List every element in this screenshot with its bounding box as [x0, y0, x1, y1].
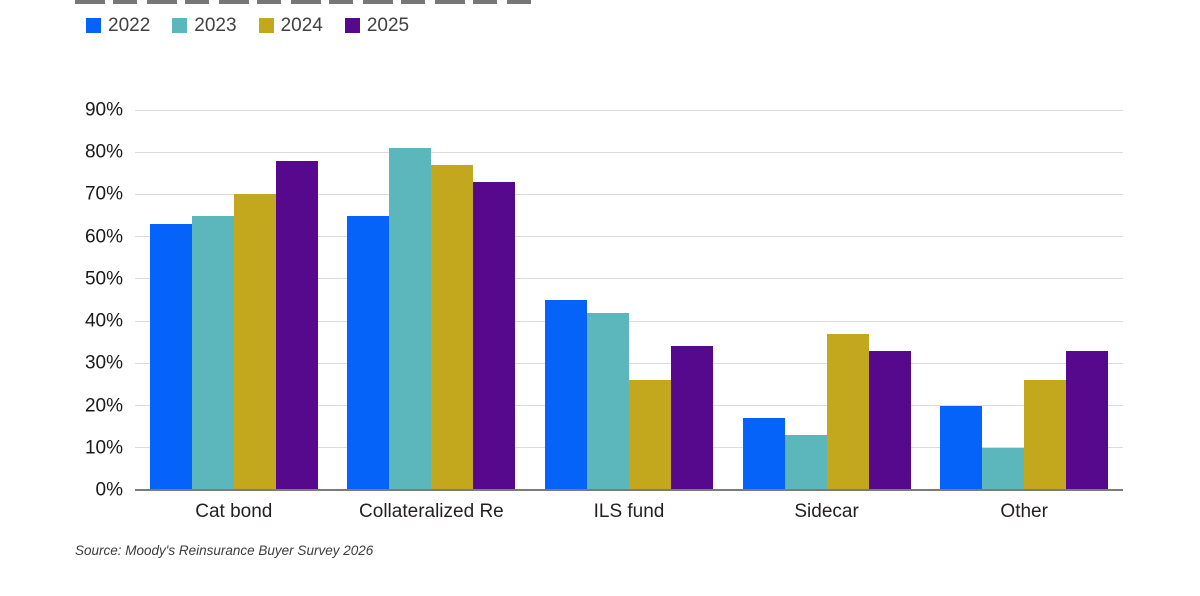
- bar-2025-ils-fund: [671, 346, 713, 490]
- bar-2022-collateralized-re: [347, 215, 390, 490]
- x-category-label-collateralized-re: Collateralized Re: [359, 501, 504, 522]
- x-category-label-other: Other: [1000, 501, 1048, 522]
- y-tick-label-0: 0%: [95, 479, 123, 501]
- x-category-label-ils-fund: ILS fund: [593, 501, 665, 522]
- bar-2025-cat-bond: [275, 160, 318, 490]
- legend-item-2024: 2024: [258, 15, 323, 36]
- legend-item-2023: 2023: [172, 15, 237, 36]
- gridline-60: [135, 236, 1123, 238]
- y-tick-label-30: 30%: [84, 352, 123, 374]
- legend-label: 2025: [366, 15, 410, 36]
- gridline-30: [135, 362, 1123, 364]
- bar-2025-sidecar: [868, 350, 911, 490]
- legend-swatch-icon: [344, 18, 360, 33]
- bar-2023-sidecar: [784, 435, 827, 490]
- plot-area: 0% 10% 20% 30% 40% 50% 60% 70% 80% 90% Cat bond Co…: [85, 101, 1123, 521]
- y-tick-label-70: 70%: [84, 183, 123, 205]
- y-tick-label-40: 40%: [84, 310, 123, 332]
- chart-legend: 2022 2023 2024 2025: [86, 16, 409, 35]
- gridline-50: [135, 278, 1123, 280]
- legend-item-2022: 2022: [86, 16, 150, 35]
- bar-2024-other: [1024, 380, 1067, 490]
- y-tick-label-90: 90%: [84, 99, 123, 121]
- x-axis-line: [135, 489, 1123, 491]
- source-note: Source: Moody's Reinsurance Buyer Survey…: [75, 543, 374, 558]
- x-category-label-cat-bond: Cat bond: [195, 501, 273, 522]
- bar-2022-other: [940, 405, 983, 490]
- gridline-90: [135, 109, 1123, 111]
- bar-2023-collateralized-re: [389, 148, 432, 490]
- legend-swatch-icon: [258, 18, 274, 33]
- gridline-40: [135, 320, 1123, 322]
- y-tick-label-20: 20%: [84, 395, 123, 417]
- clipped-title-fragment: [75, 0, 531, 4]
- bar-2022-cat-bond: [149, 224, 192, 490]
- bar-2024-cat-bond: [233, 194, 276, 490]
- legend-item-2025: 2025: [344, 15, 410, 36]
- legend-swatch-icon: [86, 18, 101, 33]
- bar-2023-cat-bond: [191, 215, 234, 490]
- y-tick-label-10: 10%: [84, 437, 123, 459]
- y-tick-label-50: 50%: [84, 268, 123, 290]
- legend-label: 2022: [108, 15, 151, 36]
- bar-2022-ils-fund: [545, 300, 587, 490]
- x-category-label-sidecar: Sidecar: [794, 501, 859, 522]
- legend-swatch-icon: [172, 18, 188, 33]
- bar-2023-other: [982, 447, 1025, 490]
- bar-2023-ils-fund: [587, 312, 629, 490]
- bar-2025-other: [1066, 350, 1109, 490]
- bar-2024-sidecar: [826, 333, 869, 490]
- gridline-80: [135, 151, 1123, 153]
- y-tick-label-60: 60%: [84, 226, 123, 248]
- gridline-70: [135, 193, 1123, 195]
- bar-2022-sidecar: [742, 418, 785, 490]
- bar-2024-collateralized-re: [431, 164, 474, 490]
- bar-2024-ils-fund: [629, 380, 671, 490]
- legend-label: 2024: [280, 15, 323, 36]
- legend-label: 2023: [194, 15, 237, 36]
- bar-2025-collateralized-re: [473, 181, 516, 490]
- y-tick-label-80: 80%: [84, 141, 123, 163]
